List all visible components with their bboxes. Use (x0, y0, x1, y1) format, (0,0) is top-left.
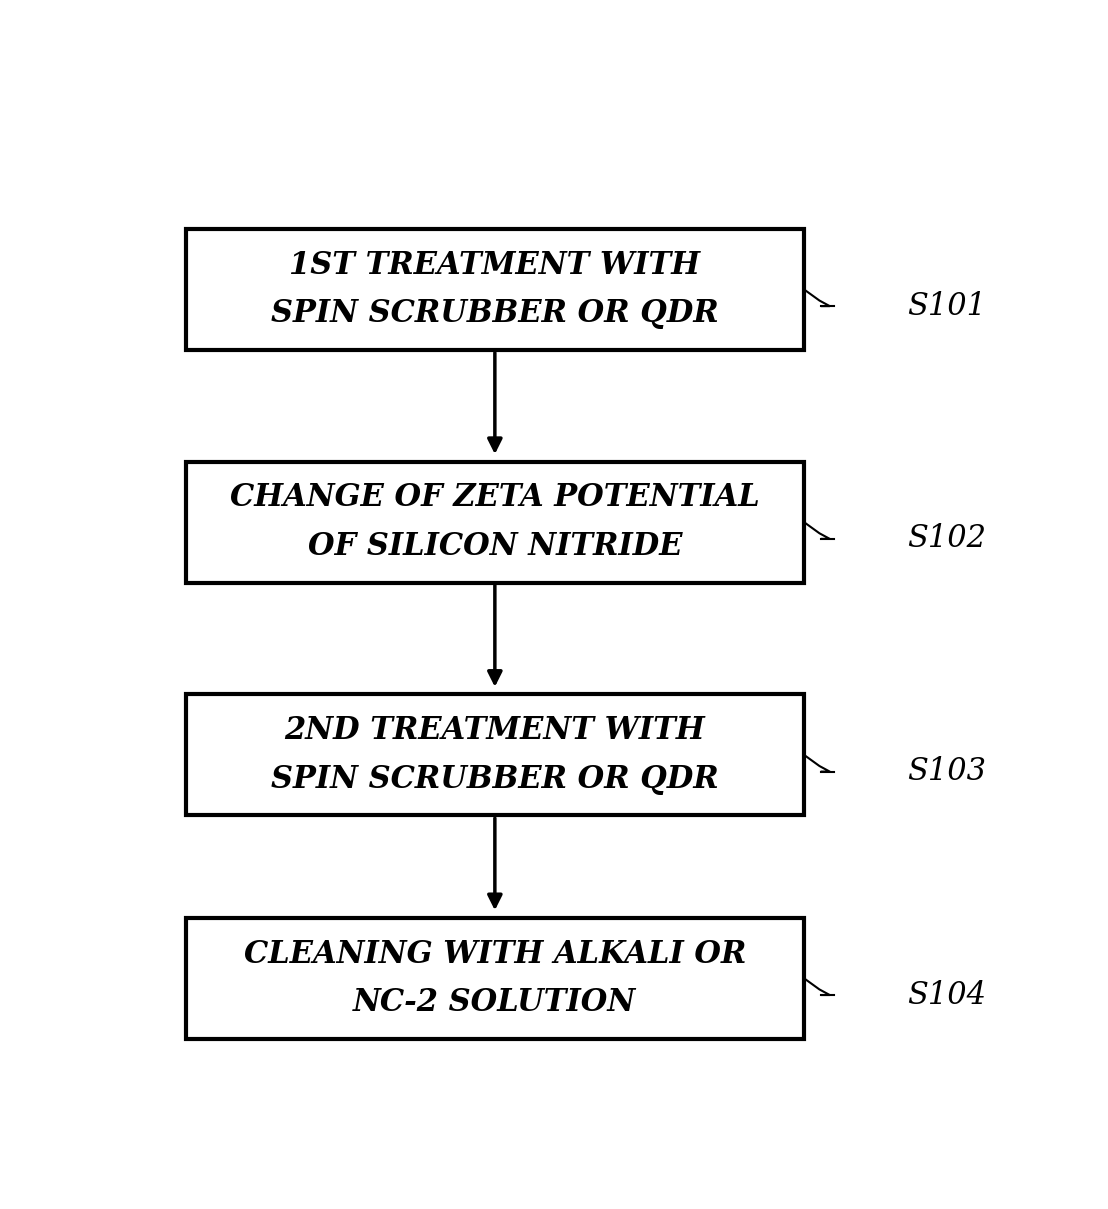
Text: CLEANING WITH ALKALI OR: CLEANING WITH ALKALI OR (244, 938, 746, 970)
Bar (186, 694, 804, 815)
Text: S102: S102 (907, 523, 986, 555)
Bar (186, 462, 804, 583)
Text: SPIN SCRUBBER OR QDR: SPIN SCRUBBER OR QDR (271, 299, 719, 329)
Text: 1ST TREATMENT WITH: 1ST TREATMENT WITH (289, 250, 700, 280)
Bar (186, 918, 804, 1039)
Text: S103: S103 (907, 756, 986, 787)
Text: S104: S104 (907, 979, 986, 1011)
Text: OF SILICON NITRIDE: OF SILICON NITRIDE (308, 531, 683, 562)
Bar (186, 229, 804, 349)
Text: 2ND TREATMENT WITH: 2ND TREATMENT WITH (285, 716, 705, 746)
Text: SPIN SCRUBBER OR QDR: SPIN SCRUBBER OR QDR (271, 764, 719, 794)
Text: NC-2 SOLUTION: NC-2 SOLUTION (353, 987, 636, 1018)
Text: CHANGE OF ZETA POTENTIAL: CHANGE OF ZETA POTENTIAL (230, 482, 760, 514)
Text: S101: S101 (907, 290, 986, 322)
